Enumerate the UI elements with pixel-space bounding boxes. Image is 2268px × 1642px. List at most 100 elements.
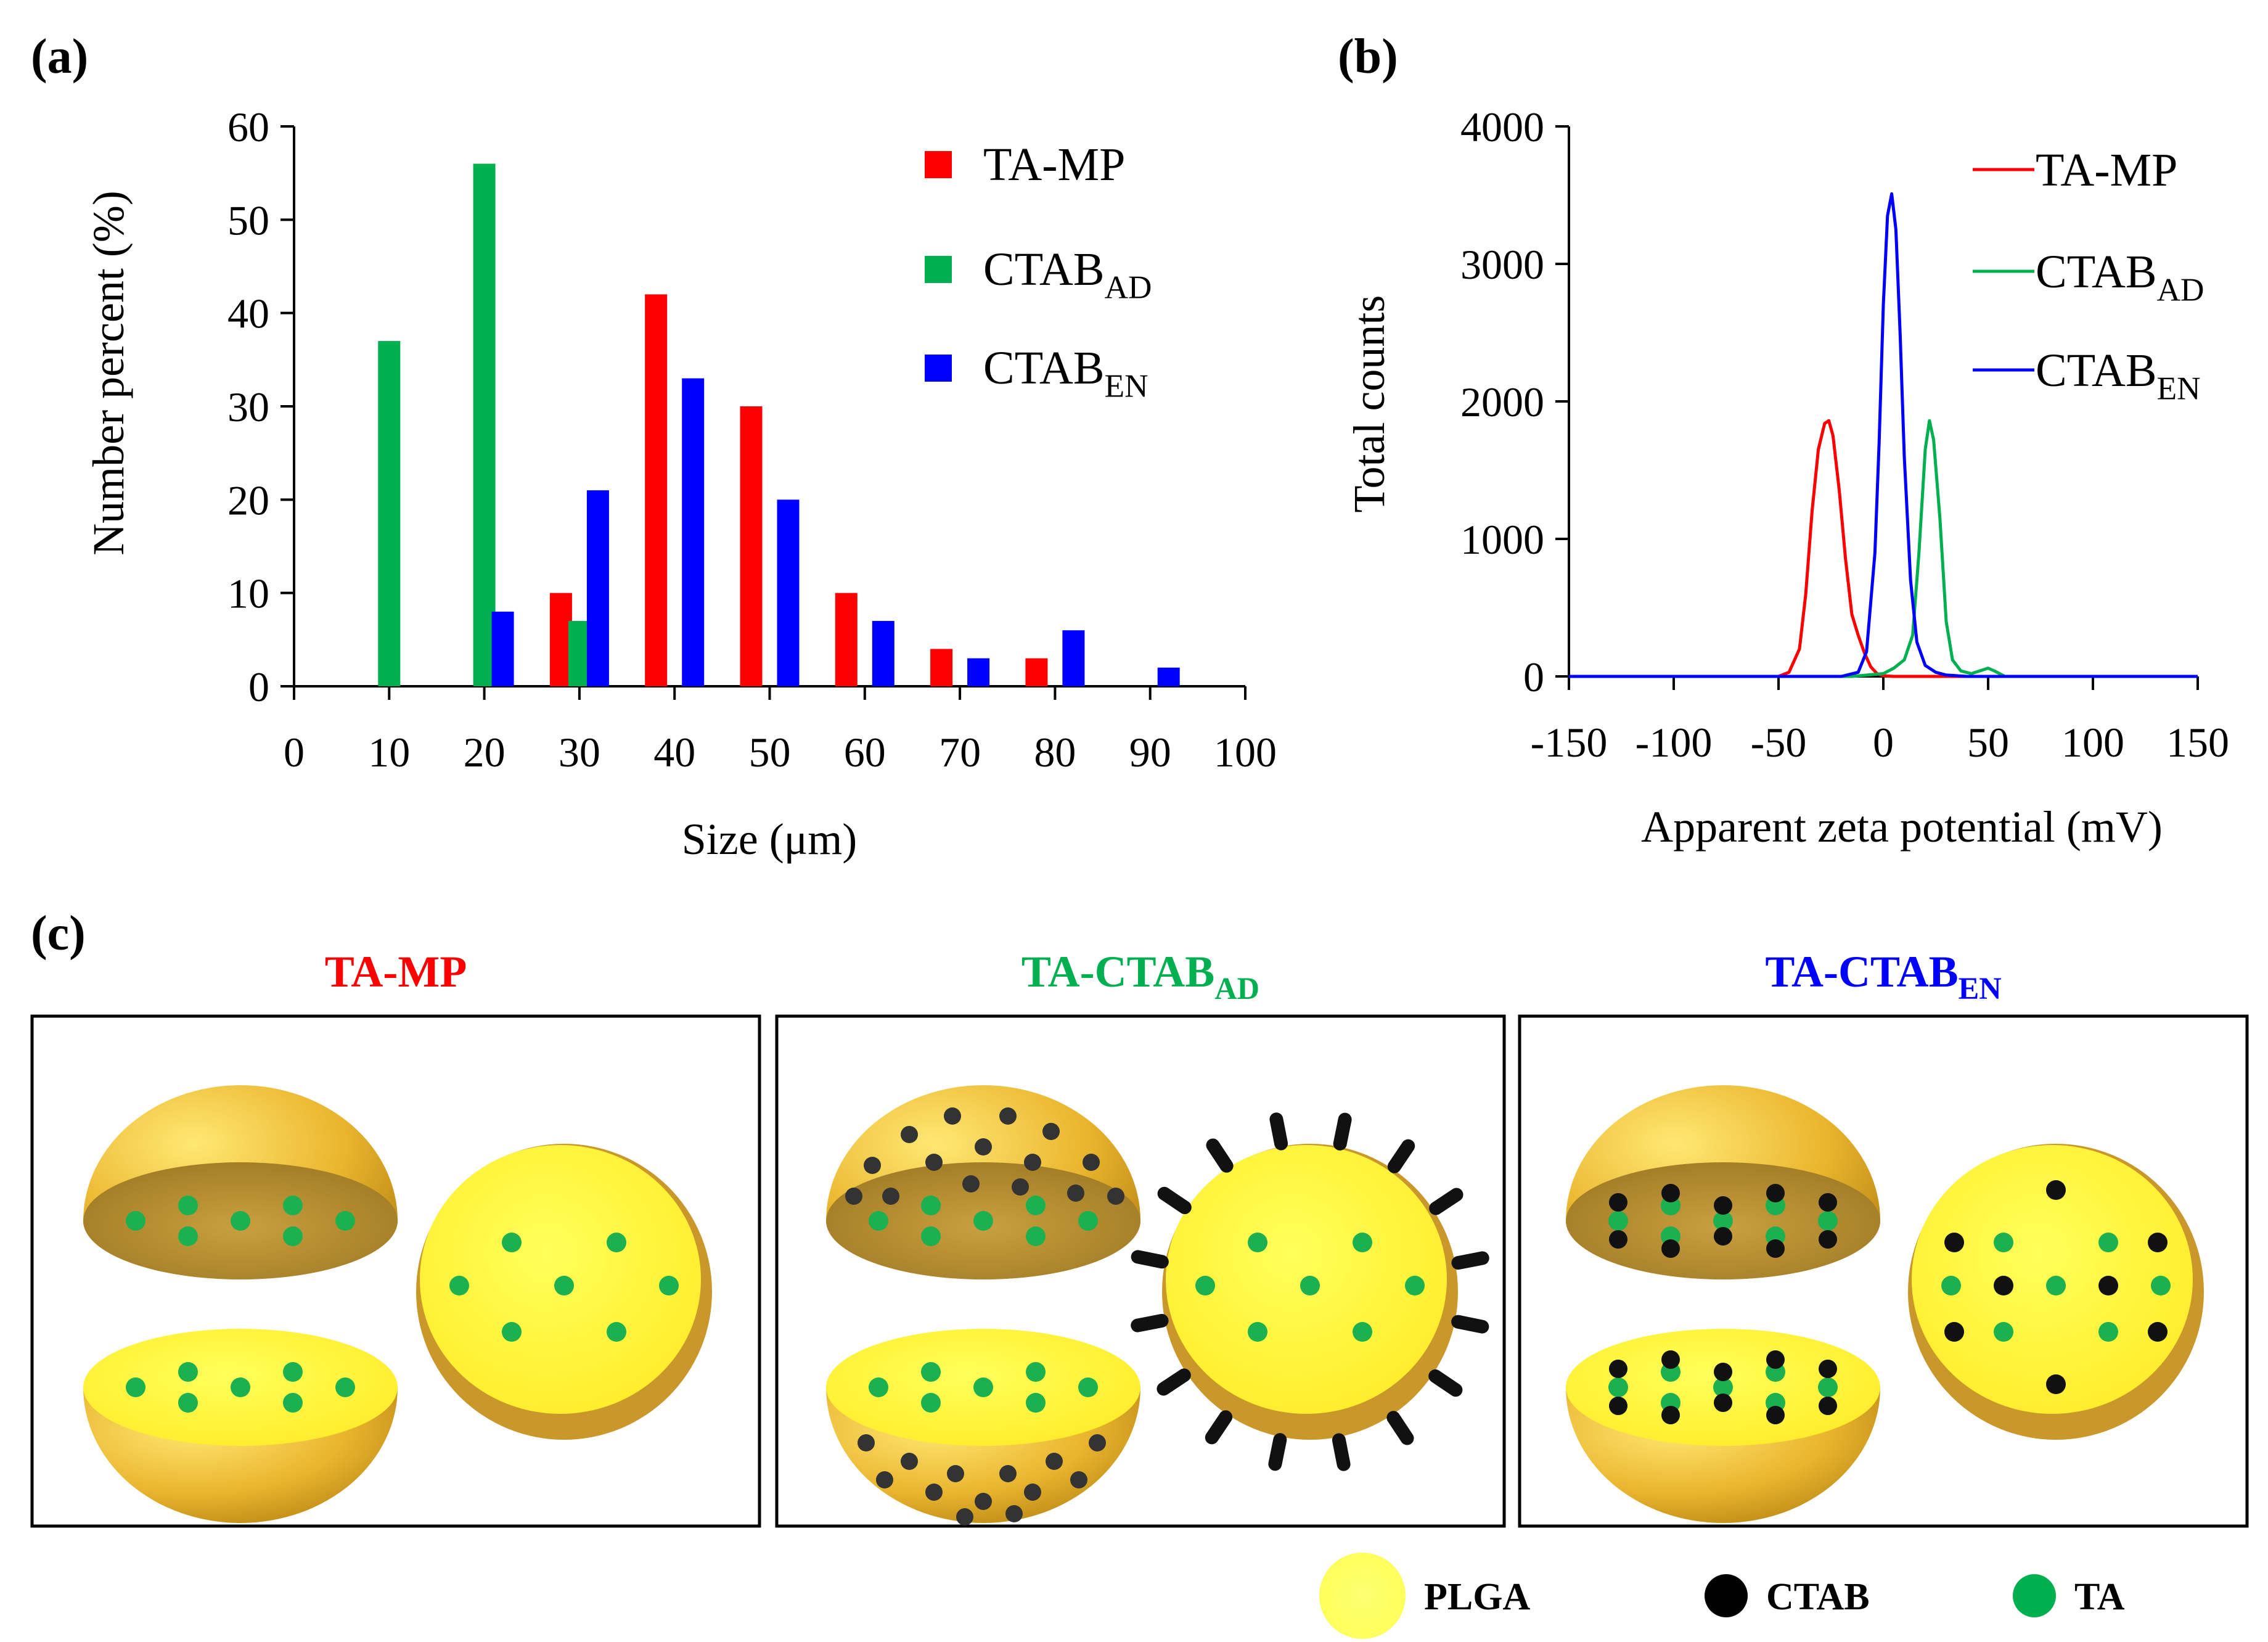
ctab-dot	[901, 1126, 918, 1143]
ctab-spike	[1333, 1112, 1352, 1151]
ta-dot	[1026, 1362, 1046, 1382]
ta-dot	[1941, 1276, 1961, 1295]
x-tick-label: 0	[284, 729, 305, 776]
ctab-dot	[1766, 1239, 1785, 1258]
ctab-spike	[1157, 1186, 1192, 1215]
ctab-dot	[1766, 1184, 1785, 1202]
legend-label: CTABAD	[983, 244, 1152, 305]
ctab-dot	[845, 1188, 862, 1205]
panel-label-a: (a)	[31, 30, 88, 84]
bar	[1025, 658, 1048, 686]
ta-dot	[1608, 1211, 1628, 1231]
legend-label: CTABAD	[2036, 246, 2204, 308]
ta-dot	[126, 1377, 145, 1397]
bar	[872, 621, 895, 686]
ta-dot	[283, 1393, 303, 1413]
ta-dot	[178, 1393, 198, 1413]
ctab-dot	[864, 1157, 881, 1174]
ta-dot	[1353, 1233, 1372, 1252]
bar	[740, 406, 763, 686]
ta-dot	[1300, 1276, 1320, 1295]
ctab-dot	[1661, 1350, 1680, 1369]
y-tick-label: 1000	[1460, 516, 1544, 563]
ctab-dot	[1661, 1184, 1680, 1202]
ctab-dot	[999, 1465, 1017, 1482]
ctab-dot	[2098, 1276, 2118, 1295]
ctab-spike	[1206, 1138, 1234, 1173]
ctab-dot	[1766, 1406, 1785, 1424]
ta-dot	[1713, 1211, 1733, 1231]
plga-legend-swatch	[1319, 1553, 1406, 1639]
panel-title: TA-MP	[325, 947, 467, 996]
x-tick-label: 70	[939, 729, 981, 776]
ta-dot	[231, 1211, 250, 1231]
ctab-dot	[1609, 1360, 1627, 1378]
x-tick-label: -100	[1635, 719, 1713, 766]
y-tick-label: 10	[227, 570, 269, 617]
panel-label-b: (b)	[1338, 30, 1398, 84]
ctab-spike	[1268, 1433, 1287, 1471]
panel-title-main: TA-CTAB	[1765, 947, 1958, 996]
ctab-dot	[882, 1188, 899, 1205]
ctab-dot	[1766, 1350, 1785, 1369]
y-tick-label: 0	[1523, 654, 1544, 700]
ta-dot	[1248, 1322, 1267, 1342]
ta-dot	[1078, 1211, 1098, 1231]
ctab-dot	[1714, 1227, 1732, 1246]
ta-dot	[178, 1226, 198, 1246]
legend-label-main: CTAB	[983, 244, 1105, 295]
ta-dot	[2098, 1322, 2118, 1342]
ta-dot	[1994, 1322, 2013, 1342]
ctab-dot	[925, 1484, 943, 1501]
ta-dot	[1405, 1276, 1425, 1295]
chart-b-xlabel: Apparent zeta potential (mV)	[1641, 802, 2163, 852]
ctab-dot	[999, 1107, 1017, 1125]
panel-label-c: (c)	[31, 906, 86, 961]
ctab-dot	[2148, 1322, 2168, 1342]
bar	[967, 658, 990, 686]
ta-dot	[502, 1233, 522, 1252]
ctab-dot	[858, 1434, 875, 1451]
ctab-dot	[1819, 1397, 1837, 1415]
ta-dot	[1026, 1226, 1046, 1246]
ctab-dot	[1012, 1178, 1029, 1196]
panel-title-sub: AD	[1214, 971, 1259, 1006]
x-tick-label: 80	[1034, 729, 1076, 776]
legend-label: TA	[2074, 1576, 2125, 1618]
ctab-dot	[925, 1154, 943, 1171]
ta-dot	[335, 1211, 355, 1231]
bar	[682, 378, 705, 686]
ctab-dot	[975, 1493, 992, 1510]
ta-dot	[178, 1196, 198, 1215]
panel-frame	[1518, 1014, 2249, 1528]
ta-dot	[1353, 1322, 1372, 1342]
ta-dot	[1713, 1377, 1733, 1397]
ctab-dot	[1661, 1239, 1680, 1258]
legend-label-sub: AD	[2157, 271, 2205, 308]
ctab-dot	[1609, 1230, 1627, 1249]
ctab-dot	[962, 1175, 980, 1193]
bar	[777, 499, 800, 686]
ta-legend-swatch	[2013, 1574, 2056, 1617]
legend-label-main: TA-MP	[2036, 144, 2177, 196]
x-tick-label: 90	[1129, 729, 1171, 776]
ta-dot	[921, 1393, 941, 1413]
panel-title-main: TA-CTAB	[1021, 947, 1214, 996]
ta-dot	[973, 1211, 993, 1231]
ta-dot	[1818, 1377, 1838, 1397]
ctab-dot	[1107, 1188, 1124, 1205]
y-tick-label: 20	[227, 477, 269, 523]
bar	[491, 611, 514, 686]
panel-frame	[775, 1014, 1506, 1528]
y-tick-label: 4000	[1460, 104, 1544, 150]
ctab-spike	[1269, 1112, 1288, 1151]
ctab-spike	[1387, 1139, 1415, 1173]
x-tick-label: 100	[2061, 719, 2124, 766]
x-tick-label: 10	[368, 729, 410, 776]
legend-label: CTABEN	[2036, 345, 2201, 406]
x-tick-label: 100	[1214, 729, 1277, 776]
bar	[1062, 630, 1085, 686]
ctab-dot	[1819, 1360, 1837, 1378]
ta-dot	[502, 1322, 522, 1342]
